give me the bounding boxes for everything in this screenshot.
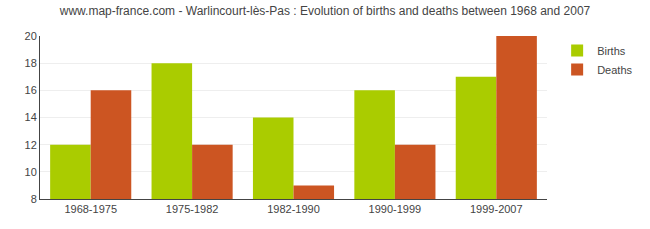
svg-text:1990-1999: 1990-1999	[369, 203, 422, 215]
svg-text:10: 10	[25, 166, 37, 178]
svg-text:1999-2007: 1999-2007	[470, 203, 523, 215]
svg-text:12: 12	[25, 139, 37, 151]
svg-text:www.map-france.com - Warlincou: www.map-france.com - Warlincourt-lès-Pas…	[59, 4, 591, 18]
svg-text:1975-1982: 1975-1982	[166, 203, 219, 215]
svg-text:8: 8	[31, 193, 37, 205]
svg-text:20: 20	[25, 30, 37, 42]
svg-text:1968-1975: 1968-1975	[64, 203, 117, 215]
svg-text:Births: Births	[597, 45, 626, 57]
svg-text:16: 16	[25, 84, 37, 96]
svg-text:14: 14	[25, 111, 37, 123]
svg-text:1982-1990: 1982-1990	[267, 203, 320, 215]
svg-text:18: 18	[25, 57, 37, 69]
svg-text:Deaths: Deaths	[597, 64, 632, 76]
